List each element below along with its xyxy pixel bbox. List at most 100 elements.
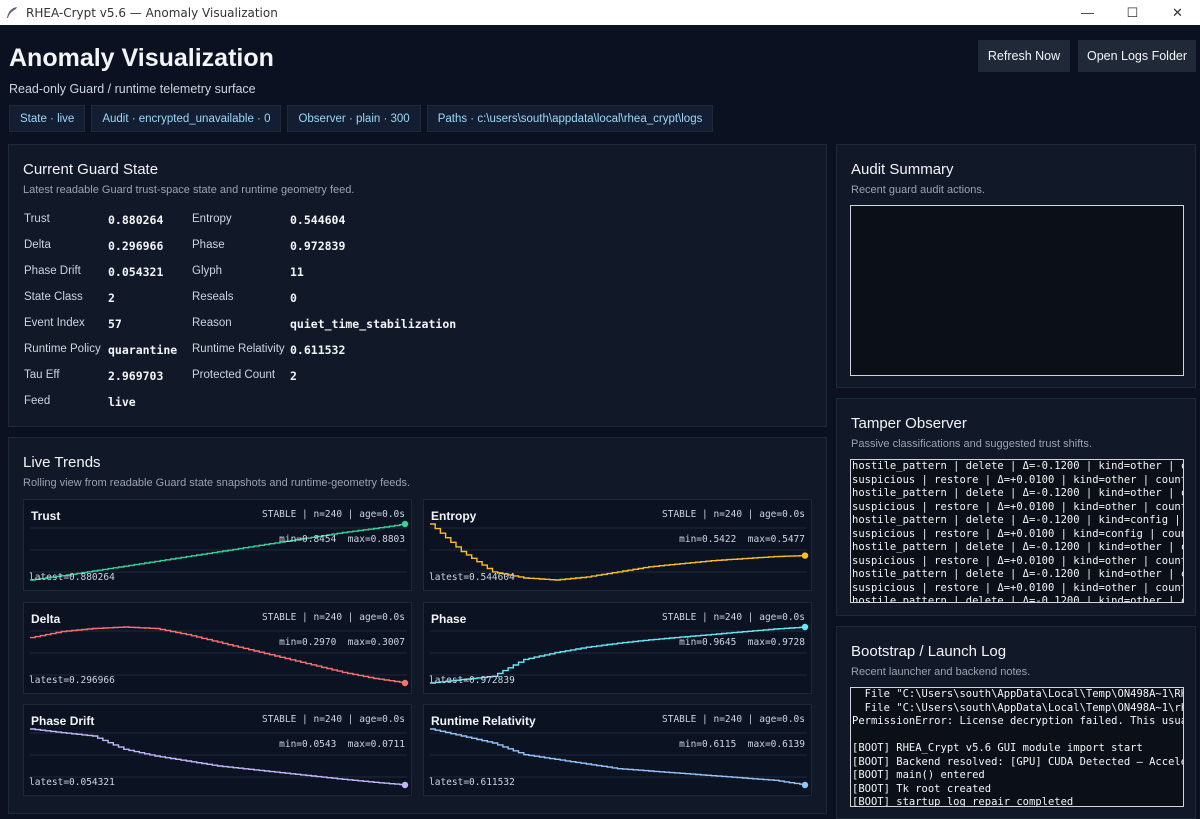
chart-minmax: min=0.8454 max=0.8803 xyxy=(279,534,405,545)
log-line: [BOOT] Backend resolved: [GPU] CUDA Dete… xyxy=(852,755,1184,768)
guard-value: 0.054321 xyxy=(108,265,164,279)
guard-state-subtitle: Latest readable Guard trust-space state … xyxy=(23,184,355,196)
latest-point xyxy=(801,781,809,789)
guard-value: 0.880264 xyxy=(108,213,164,227)
log-line: hostile_pattern | delete | Δ=-0.1200 | k… xyxy=(852,514,1184,526)
guard-label: Runtime Policy xyxy=(24,343,101,355)
series-line xyxy=(430,626,806,684)
log-line: [BOOT] RHEA_Crypt v5.6 GUI module import… xyxy=(852,742,1143,754)
spacer xyxy=(736,534,747,545)
latest-point xyxy=(801,623,809,631)
refresh-now-button[interactable]: Refresh Now xyxy=(978,40,1070,72)
log-line: hostile_pattern | delete | Δ=-0.1200 | k… xyxy=(852,487,1184,499)
trend-chart-svg xyxy=(430,523,809,581)
log-line: hostile_pattern | delete | Δ=-0.1200 | k… xyxy=(852,460,1184,472)
guard-value: 2 xyxy=(290,369,297,383)
observer-chip: Observer · plain · 300 xyxy=(287,105,421,132)
status-chips: State · live Audit · encrypted_unavailab… xyxy=(9,105,714,132)
latest-point xyxy=(401,679,409,687)
chart-max-label: max=0.0711 xyxy=(347,739,405,750)
minimize-button[interactable]: — xyxy=(1081,5,1094,20)
trend-chart-card: Phase STABLE | n=240 | age=0.0s min=0.9645… xyxy=(423,602,812,694)
guard-label: Protected Count xyxy=(192,369,276,381)
log-line: PermissionError: License decryption fail… xyxy=(852,715,1184,727)
log-line: File "C:\Users\south\AppData\Local\Temp\… xyxy=(852,688,1184,700)
guard-label: State Class xyxy=(24,291,83,303)
log-line: hostile_pattern | delete | Δ=-0.1200 | k… xyxy=(852,541,1184,553)
live-trends-panel: Live Trends Rolling view from readable G… xyxy=(8,437,827,814)
chart-minmax: min=0.0543 max=0.0711 xyxy=(279,739,405,750)
trend-chart-card: Delta STABLE | n=240 | age=0.0s min=0.2970… xyxy=(23,602,412,694)
chart-title: Entropy xyxy=(431,509,477,523)
chart-title: Delta xyxy=(31,612,61,626)
maximize-button[interactable]: ☐ xyxy=(1126,4,1139,20)
bootstrap-log-box[interactable]: File "C:\Users\south\AppData\Local\Temp\… xyxy=(850,687,1184,807)
state-chip: State · live xyxy=(9,105,86,132)
audit-summary-title: Audit Summary xyxy=(851,161,954,178)
trend-chart-card: Trust STABLE | n=240 | age=0.0s min=0.8454… xyxy=(23,499,412,591)
guard-value: quiet_time_stabilization xyxy=(290,317,457,331)
guard-value: 2.969703 xyxy=(108,369,164,383)
bootstrap-subtitle: Recent launcher and backend notes. xyxy=(851,666,1031,678)
guard-label: Entropy xyxy=(192,213,232,225)
log-line xyxy=(851,729,1183,743)
trend-chart-svg xyxy=(430,728,809,789)
series-line xyxy=(430,728,806,785)
log-line: suspicious | restore | Δ=+0.0100 | kind=… xyxy=(852,527,1184,540)
chart-status: STABLE | n=240 | age=0.0s xyxy=(662,714,805,725)
live-trends-subtitle: Rolling view from readable Guard state s… xyxy=(23,477,411,489)
guard-label: Phase xyxy=(192,239,225,251)
tamper-log-box[interactable]: hostile_pattern | delete | Δ=-0.1200 | k… xyxy=(850,459,1184,603)
guard-value: 0.972839 xyxy=(290,239,346,253)
chart-max-label: max=0.8803 xyxy=(347,534,405,545)
guard-label: Phase Drift xyxy=(24,265,81,277)
chart-min-label: min=0.2970 xyxy=(279,637,337,648)
guard-label: Tau Eff xyxy=(24,369,60,381)
chart-latest-label: latest=0.054321 xyxy=(29,777,115,788)
audit-log-box[interactable] xyxy=(850,205,1184,376)
guard-state-panel: Current Guard State Latest readable Guar… xyxy=(8,144,827,427)
close-button[interactable]: ✕ xyxy=(1172,4,1183,20)
chart-min-label: min=0.8454 xyxy=(279,534,337,545)
chart-max-label: max=0.9728 xyxy=(747,637,805,648)
chart-max-label: max=0.5477 xyxy=(747,534,805,545)
page-subtitle: Read-only Guard / runtime telemetry surf… xyxy=(9,82,256,96)
chart-title: Phase Drift xyxy=(31,714,95,728)
trend-chart-svg xyxy=(30,728,409,789)
chart-latest-label: latest=0.611532 xyxy=(429,777,515,788)
open-logs-folder-button[interactable]: Open Logs Folder xyxy=(1078,40,1196,72)
trend-chart-card: Phase Drift STABLE | n=240 | age=0.0s min=… xyxy=(23,704,412,796)
paths-chip: Paths · c:\users\south\appdata\local\rhe… xyxy=(426,105,714,132)
series-line xyxy=(30,626,406,683)
guard-value: 57 xyxy=(108,317,122,331)
log-line: [BOOT] Tk root created xyxy=(852,782,992,795)
log-line: suspicious | restore | Δ=+0.0100 | kind=… xyxy=(852,581,1184,594)
log-line: File "C:\Users\south\AppData\Local\Temp\… xyxy=(852,701,1184,714)
audit-chip: Audit · encrypted_unavailable · 0 xyxy=(91,105,282,132)
guard-label: Delta xyxy=(24,239,51,251)
chart-min-label: min=0.9645 xyxy=(679,637,737,648)
guard-label: Event Index xyxy=(24,317,85,329)
chart-min-label: min=0.6115 xyxy=(679,739,737,750)
guard-label: Feed xyxy=(24,395,51,407)
guard-value: quarantine xyxy=(108,343,178,357)
spacer xyxy=(736,637,747,648)
spacer xyxy=(336,637,347,648)
chart-status: STABLE | n=240 | age=0.0s xyxy=(262,612,405,623)
log-line: hostile_pattern | delete | Δ=-0.1200 | k… xyxy=(852,568,1184,580)
tamper-observer-panel: Tamper Observer Passive classifications … xyxy=(836,398,1196,616)
chart-minmax: min=0.6115 max=0.6139 xyxy=(679,739,805,750)
log-line: suspicious | restore | Δ=+0.0100 | kind=… xyxy=(852,473,1184,486)
window-controls: — ☐ ✕ xyxy=(1065,0,1200,25)
series-line xyxy=(30,728,406,786)
chart-latest-label: latest=0.544604 xyxy=(429,572,515,583)
log-line: [BOOT] main() entered xyxy=(852,769,985,781)
chart-min-label: min=0.0543 xyxy=(279,739,337,750)
series-line xyxy=(30,524,406,581)
trend-chart-svg xyxy=(30,626,409,687)
bootstrap-title: Bootstrap / Launch Log xyxy=(851,643,1007,660)
log-line: [BOOT] startup log repair completed xyxy=(852,796,1074,807)
chart-title: Runtime Relativity xyxy=(431,714,536,728)
guard-value: 0.611532 xyxy=(290,343,346,357)
spacer xyxy=(336,534,347,545)
